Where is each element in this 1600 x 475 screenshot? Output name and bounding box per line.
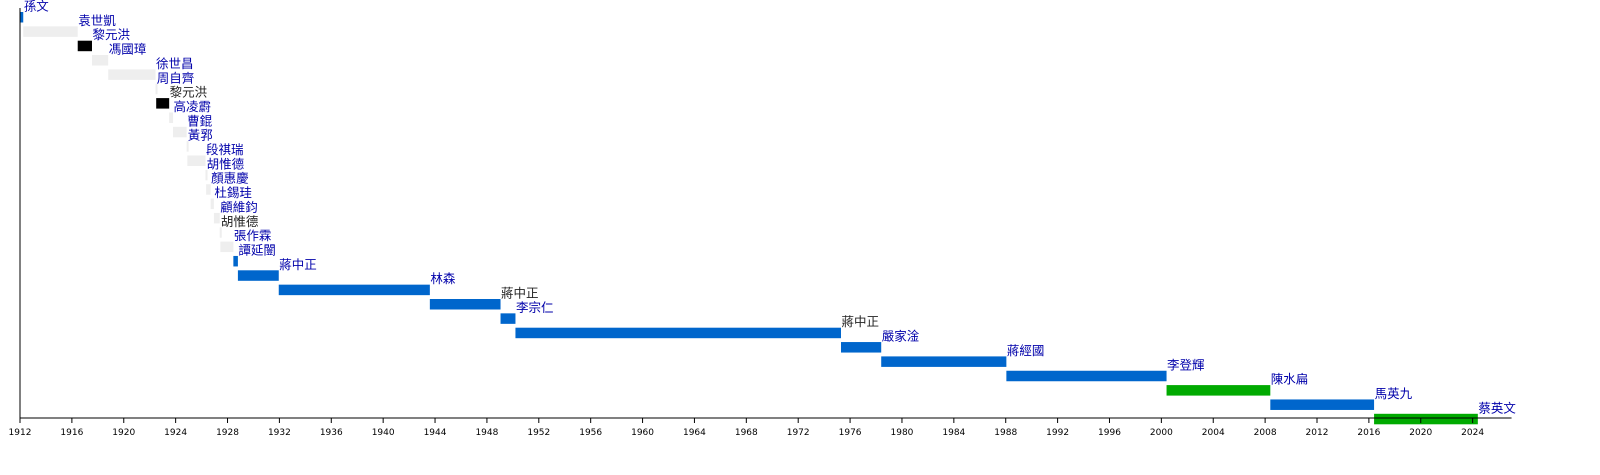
president-name-link[interactable]: 馮國璋 (109, 42, 147, 57)
president-name-link[interactable]: 袁世凱 (78, 13, 116, 28)
labels-layer: 孫文袁世凱黎元洪馮國璋徐世昌周自齊黎元洪高凌霨曹錕黃郛段祺瑞胡惟德顏惠慶杜錫珪顧… (24, 0, 1517, 415)
x-tick-label: 1912 (9, 428, 32, 438)
x-tick-label: 1948 (475, 428, 498, 438)
x-tick-label: 1960 (631, 428, 654, 438)
term-bar (219, 227, 222, 238)
term-bar (206, 184, 211, 195)
x-tick-label: 1944 (424, 428, 447, 438)
term-bar (205, 169, 208, 181)
term-bar (220, 241, 234, 253)
term-bar (500, 313, 516, 324)
term-bar (1006, 370, 1167, 382)
bars-layer (20, 12, 1478, 425)
term-bar (515, 327, 841, 339)
president-name-link[interactable]: 馬英九 (1375, 386, 1413, 401)
term-bar (108, 69, 156, 80)
term-bar (237, 270, 279, 281)
president-name-link[interactable]: 周自齊 (157, 70, 195, 85)
x-tick-label: 2012 (1306, 428, 1329, 438)
term-bar (173, 126, 187, 138)
term-bar (155, 83, 158, 95)
x-tick-label: 1928 (216, 428, 239, 438)
term-bar (169, 112, 174, 123)
x-tick-label: 1972 (787, 428, 810, 438)
x-tick-label: 1952 (527, 428, 550, 438)
x-tick-label: 2016 (1357, 428, 1380, 438)
president-name-link[interactable]: 高凌霨 (174, 99, 212, 114)
president-name-link[interactable]: 李登輝 (1167, 357, 1205, 372)
x-tick-label: 1992 (1046, 428, 1069, 438)
x-axis: 1912 1916 1920 1924 1928 1932 1936 1940 1944 1948… (9, 8, 1512, 438)
x-tick-label: 1996 (1098, 428, 1121, 438)
x-tick-label: 2000 (1150, 428, 1173, 438)
term-bar (1374, 413, 1478, 425)
x-tick-label: 2024 (1461, 428, 1484, 438)
president-name-link[interactable]: 孫文 (24, 0, 50, 14)
president-name-link[interactable]: 胡惟德 (207, 156, 245, 171)
president-name-link[interactable]: 陳水扁 (1271, 372, 1309, 387)
x-tick-label: 1984 (942, 428, 965, 438)
term-bar (186, 141, 189, 152)
term-bar (881, 356, 1007, 367)
term-bar (429, 299, 501, 310)
x-tick-label: 1980 (891, 428, 914, 438)
x-tick-label: 2004 (1202, 428, 1225, 438)
president-name-link[interactable]: 嚴家淦 (882, 329, 920, 344)
x-tick-label: 1988 (994, 428, 1017, 438)
x-tick-label: 1936 (320, 428, 343, 438)
x-tick-label: 1976 (839, 428, 862, 438)
president-name-link[interactable]: 蔡英文 (1478, 400, 1516, 415)
term-bar (156, 98, 170, 109)
term-bar (1270, 399, 1375, 410)
president-name-link[interactable]: 黎元洪 (92, 27, 130, 42)
president-name-link[interactable]: 段祺瑞 (206, 142, 244, 157)
president-name-label: 蔣中正 (501, 286, 539, 301)
x-tick-label: 1932 (268, 428, 291, 438)
x-tick-label: 2008 (1254, 428, 1277, 438)
term-bar (23, 26, 78, 37)
x-tick-label: 1920 (112, 428, 135, 438)
x-tick-label: 1924 (164, 428, 187, 438)
president-name-link[interactable]: 蔣經國 (1007, 343, 1045, 358)
term-bar (1166, 385, 1271, 396)
president-name-link[interactable]: 顏惠慶 (211, 171, 249, 186)
term-bar (278, 284, 430, 296)
president-name-link[interactable]: 曹錕 (187, 113, 213, 128)
term-bar (210, 198, 214, 210)
president-name-link[interactable]: 譚延闓 (238, 242, 276, 257)
president-name-label: 胡惟德 (221, 214, 259, 229)
president-name-link[interactable]: 徐世昌 (156, 56, 194, 71)
president-name-link[interactable]: 顧維鈞 (220, 199, 258, 214)
president-name-link[interactable]: 杜錫珪 (214, 185, 252, 200)
president-name-link[interactable]: 張作霖 (234, 228, 272, 243)
president-name-label: 黎元洪 (170, 85, 208, 100)
x-tick-label: 1916 (60, 428, 83, 438)
x-tick-label: 1940 (372, 428, 395, 438)
president-name-link[interactable]: 李宗仁 (516, 300, 554, 315)
x-tick-label: 1956 (579, 428, 602, 438)
president-name-label: 蔣中正 (842, 314, 880, 329)
term-bar (77, 40, 92, 52)
president-name-link[interactable]: 蔣中正 (279, 257, 317, 272)
president-name-link[interactable]: 黃郛 (188, 128, 213, 143)
x-tick-label: 1964 (683, 428, 706, 438)
president-name-link[interactable]: 林森 (430, 271, 456, 286)
term-bar (233, 255, 238, 267)
x-tick-label: 2020 (1409, 428, 1432, 438)
term-bar (187, 155, 206, 166)
term-bar (91, 55, 109, 66)
term-bar (213, 212, 220, 224)
term-bar (841, 342, 882, 353)
term-bar (20, 12, 24, 23)
x-tick-label: 1968 (735, 428, 758, 438)
